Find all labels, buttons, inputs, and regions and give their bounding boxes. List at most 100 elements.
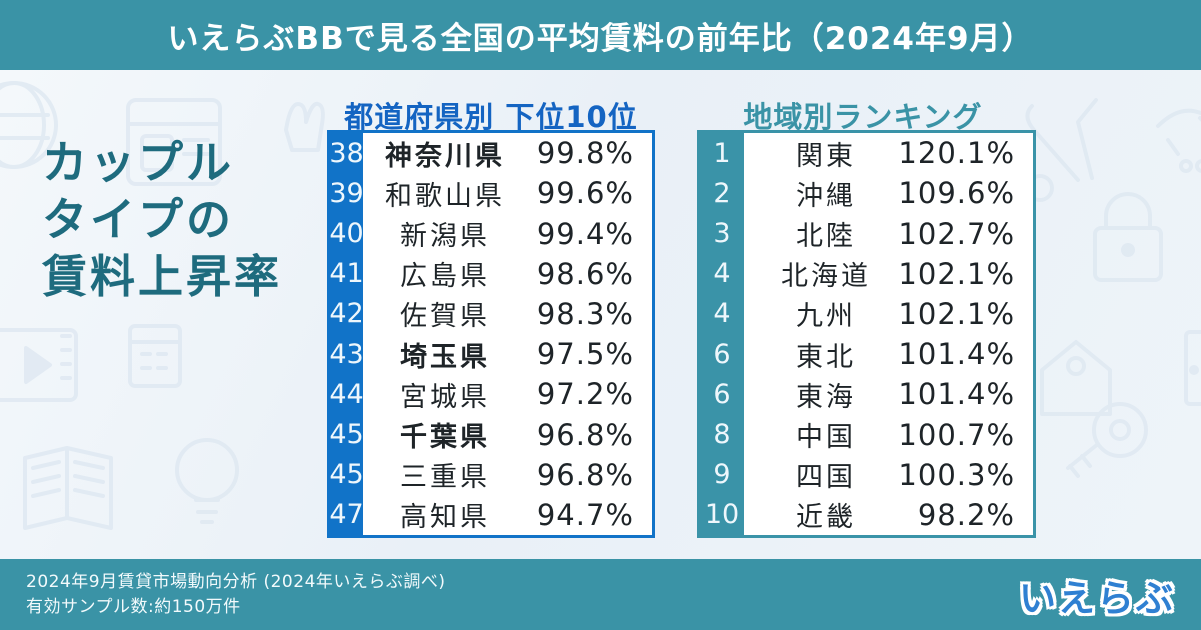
prefecture-rank: 39 [329, 173, 364, 214]
region-rank: 9 [700, 454, 744, 495]
prefecture-row: 42 佐賀県 98.3% [329, 293, 652, 335]
region-rank: 6 [700, 334, 744, 375]
prefecture-value: 99.6% [536, 176, 634, 211]
hand-icon [284, 101, 325, 152]
prefecture-row: 45 三重県 96.8% [329, 454, 652, 495]
region-value: 98.2% [917, 497, 1015, 532]
region-name: 近畿 [796, 502, 856, 534]
prefecture-rank: 43 [329, 334, 364, 375]
prefecture-name: 佐賀県 [400, 301, 490, 333]
region-value: 102.1% [898, 256, 1015, 291]
main-topic-line-1: カップル [42, 136, 235, 189]
prefecture-name: 和歌山県 [385, 180, 505, 212]
prefecture-value: 97.2% [536, 377, 634, 412]
region-rank: 4 [700, 293, 744, 335]
region-name: 九州 [796, 301, 856, 333]
region-row: 3 北陸 102.7% [700, 213, 1033, 254]
prefecture-value: 96.8% [536, 417, 634, 452]
region-row: 8 中国 100.7% [700, 414, 1033, 455]
house-icon [1040, 340, 1112, 416]
prefecture-name: 高知県 [400, 502, 490, 534]
prefecture-row: 38 神奈川県 99.8% [329, 133, 652, 174]
newspaper-icon [23, 446, 113, 530]
prefecture-row: 43 埼玉県 97.5% [329, 334, 652, 375]
region-name: 沖縄 [796, 180, 856, 212]
region-value: 102.7% [898, 216, 1015, 251]
region-value: 101.4% [898, 377, 1015, 412]
prefecture-ranking-table: 38 神奈川県 99.8% 39 和歌山県 99.6% 40 新潟県 99.4% 41 広島県 98.… [327, 130, 655, 538]
region-value: 101.4% [898, 337, 1015, 372]
prefecture-name: 広島県 [400, 261, 490, 293]
prefecture-value: 94.7% [536, 497, 634, 532]
region-name: 中国 [796, 422, 856, 454]
browser-icon [126, 98, 222, 186]
region-row: 10 近畿 98.2% [700, 494, 1033, 536]
region-rank: 8 [700, 414, 744, 455]
prefecture-row: 44 宮城県 97.2% [329, 374, 652, 415]
prefecture-name: 千葉県 [400, 422, 490, 454]
source-note-line-1: 2024年9月賃貸市場動向分析 (2024年いえらぶ調べ) [26, 571, 446, 592]
prefecture-value: 99.4% [536, 216, 634, 251]
prefecture-row: 40 新潟県 99.4% [329, 213, 652, 254]
main-topic-line-2: タイプの [42, 193, 235, 246]
key-icon [1066, 402, 1148, 478]
prefecture-value: 98.6% [536, 256, 634, 291]
region-value: 102.1% [898, 296, 1015, 331]
ielove-logo: いえらぶ [1019, 576, 1175, 620]
prefecture-row: 39 和歌山県 99.6% [329, 173, 652, 214]
source-note: 2024年9月賃貸市場動向分析 (2024年いえらぶ調べ) 有効サンプル数:約1… [26, 570, 446, 620]
footer-band: 2024年9月賃貸市場動向分析 (2024年いえらぶ調べ) 有効サンプル数:約1… [0, 559, 1201, 630]
region-name: 関東 [796, 140, 856, 172]
region-table-title: 地域別ランキング [743, 100, 983, 134]
region-name: 北陸 [796, 221, 856, 252]
region-name: 北海道 [781, 261, 871, 293]
prefecture-row: 45 千葉県 96.8% [329, 414, 652, 455]
region-rank: 2 [700, 173, 744, 214]
prefecture-value: 98.3% [536, 296, 634, 331]
page-title: いえらぶBBで見る全国の平均賃料の前年比（2024年9月） [167, 20, 1034, 57]
region-row: 6 東海 101.4% [700, 374, 1033, 415]
source-note-line-2: 有効サンプル数:約150万件 [26, 596, 241, 617]
prefecture-value: 96.8% [536, 457, 634, 492]
prefecture-rank: 41 [329, 253, 364, 294]
region-row: 6 東北 101.4% [700, 334, 1033, 375]
prefecture-value: 97.5% [536, 337, 634, 372]
region-rank: 6 [700, 374, 744, 415]
region-row: 1 関東 120.1% [700, 133, 1033, 174]
region-row: 9 四国 100.3% [700, 454, 1033, 495]
region-rank: 4 [700, 253, 744, 294]
prefecture-rank: 45 [329, 454, 364, 495]
prefecture-row: 41 広島県 98.6% [329, 253, 652, 294]
region-name: 東海 [796, 381, 856, 413]
prefecture-row: 47 高知県 94.7% [329, 494, 652, 536]
region-value: 120.1% [898, 136, 1015, 171]
door-icon [1184, 330, 1201, 406]
prefecture-rank: 42 [329, 293, 364, 335]
prefecture-name: 埼玉県 [400, 341, 490, 373]
main-topic-line-3: 賃料上昇率 [42, 250, 283, 303]
lightbulb-icon [175, 438, 239, 524]
tools-icon [1025, 98, 1098, 202]
prefecture-name: 新潟県 [400, 221, 490, 252]
prefecture-rank: 38 [329, 133, 364, 174]
prefecture-name: 神奈川県 [385, 140, 505, 172]
prefecture-value: 99.8% [536, 136, 634, 171]
lock-icon [1093, 192, 1163, 282]
region-row: 4 北海道 102.1% [700, 253, 1033, 294]
region-rank: 10 [700, 494, 744, 536]
main-area: カップル タイプの 賃料上昇率 都道府県別 下位10位 地域別ランキング 38 神… [0, 70, 1201, 559]
calendar-icon [128, 324, 182, 388]
region-rank: 3 [700, 213, 744, 254]
prefecture-rank: 45 [329, 414, 364, 455]
region-value: 100.3% [898, 457, 1015, 492]
main-topic-title: カップル タイプの 賃料上昇率 [42, 134, 282, 305]
prefecture-name: 宮城県 [400, 381, 490, 413]
region-value: 109.6% [898, 176, 1015, 211]
globe-icon [0, 81, 58, 169]
region-row: 4 九州 102.1% [700, 293, 1033, 335]
region-name: 四国 [796, 462, 856, 494]
prefecture-rank: 40 [329, 213, 364, 254]
prefecture-table-title: 都道府県別 下位10位 [344, 100, 638, 134]
region-value: 100.7% [898, 417, 1015, 452]
